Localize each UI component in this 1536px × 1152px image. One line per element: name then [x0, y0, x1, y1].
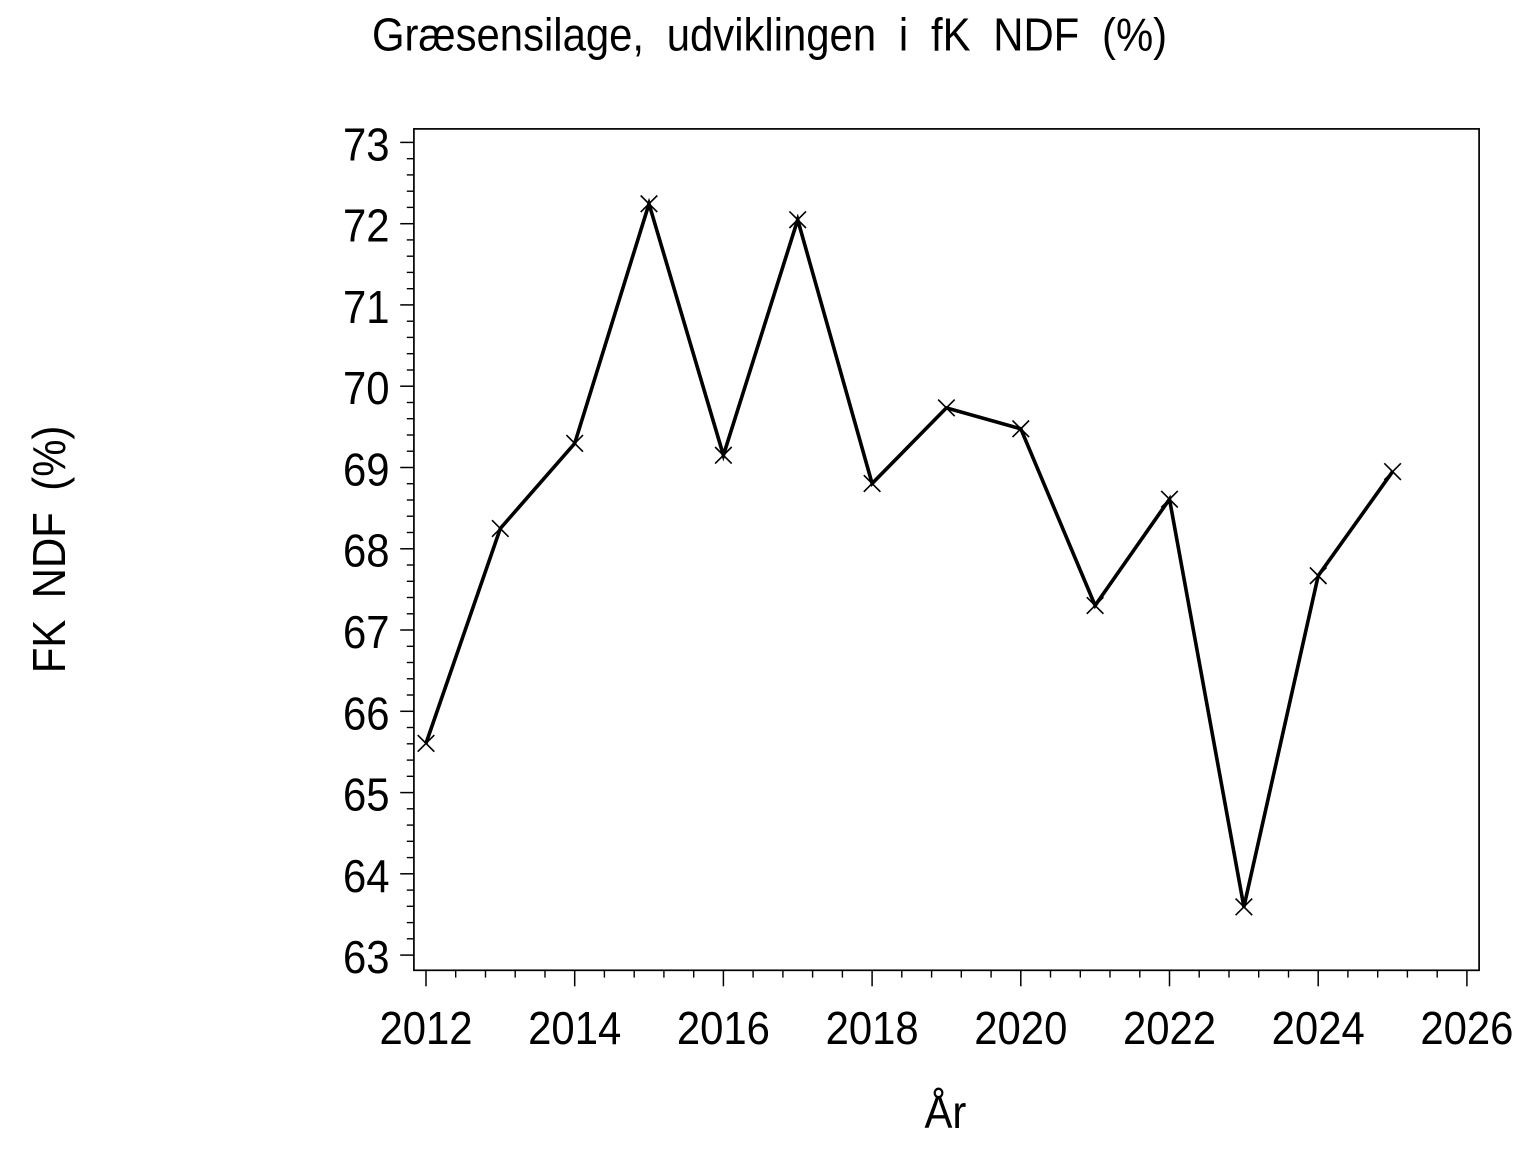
svg-text:73: 73	[343, 119, 390, 171]
svg-text:64: 64	[343, 851, 390, 903]
svg-text:67: 67	[343, 607, 390, 659]
svg-text:63: 63	[343, 932, 390, 984]
svg-text:71: 71	[343, 282, 390, 334]
svg-text:2026: 2026	[1420, 1003, 1513, 1055]
svg-text:69: 69	[343, 445, 390, 497]
svg-text:72: 72	[343, 201, 390, 253]
svg-text:FK NDF (%): FK NDF (%)	[24, 426, 76, 674]
svg-text:65: 65	[343, 770, 390, 822]
svg-text:2014: 2014	[528, 1003, 621, 1055]
svg-text:2020: 2020	[974, 1003, 1067, 1055]
svg-text:2024: 2024	[1272, 1003, 1365, 1055]
svg-text:2016: 2016	[677, 1003, 770, 1055]
svg-text:66: 66	[343, 688, 390, 740]
svg-text:68: 68	[343, 526, 390, 578]
svg-text:2012: 2012	[379, 1003, 472, 1055]
svg-text:År: År	[924, 1087, 966, 1139]
svg-text:2022: 2022	[1123, 1003, 1216, 1055]
svg-text:Græsensilage, udviklingen i fK: Græsensilage, udviklingen i fK NDF (%)	[372, 10, 1167, 62]
svg-text:2018: 2018	[826, 1003, 919, 1055]
svg-text:70: 70	[343, 363, 390, 415]
